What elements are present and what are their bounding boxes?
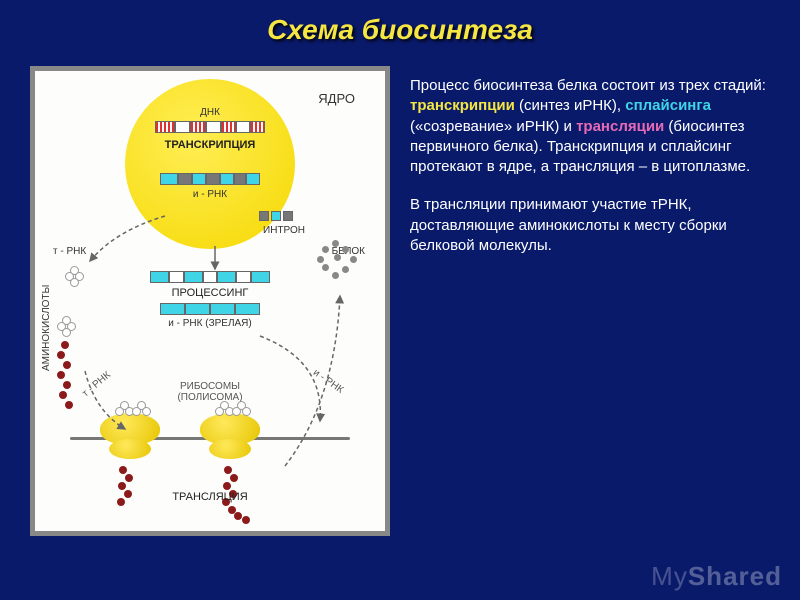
trna-label: т - РНК bbox=[53, 246, 86, 257]
intron-icon bbox=[259, 211, 293, 221]
translation-label: ТРАНСЛЯЦИЯ bbox=[172, 491, 247, 503]
irna-label: и - РНК bbox=[193, 189, 227, 200]
watermark: MyShared bbox=[651, 561, 782, 592]
intron-label: ИНТРОН bbox=[263, 225, 305, 236]
paragraph-1: Процесс биосинтеза белка состоит из трех… bbox=[410, 76, 770, 177]
protein-icon bbox=[312, 236, 367, 286]
biosynthesis-diagram: ЯДРО ДНК ТРАНСКРИПЦИЯ и - РНК ИНТРОН bbox=[30, 66, 390, 536]
dna-label: ДНК bbox=[200, 107, 220, 118]
pre-rna-bar bbox=[160, 173, 260, 185]
mature-irna-label: и - РНК (ЗРЕЛАЯ) bbox=[150, 318, 270, 329]
dna-bar bbox=[155, 121, 265, 133]
amino-acids-label: АМИНОКИСЛОТЫ bbox=[41, 285, 52, 371]
trna-icon bbox=[65, 266, 85, 286]
hl-transcription: транскрипции bbox=[410, 97, 515, 114]
irna-path-label: и - РНК bbox=[311, 367, 345, 396]
ribosome-row bbox=[80, 411, 340, 471]
trna-path-label: т - РНК bbox=[80, 370, 112, 400]
page-title: Схема биосинтеза bbox=[0, 0, 800, 46]
nucleus-label: ЯДРО bbox=[318, 91, 355, 106]
transcription-label: ТРАНСКРИПЦИЯ bbox=[165, 139, 256, 151]
nucleus-circle bbox=[125, 79, 295, 249]
trna-icon bbox=[57, 316, 77, 336]
description-text: Процесс биосинтеза белка состоит из трех… bbox=[410, 66, 770, 536]
ribosomes-label: РИБОСОМЫ (ПОЛИСОМА) bbox=[177, 381, 242, 403]
paragraph-2: В трансляции принимают участие тРНК, дос… bbox=[410, 195, 770, 256]
processing-label: ПРОЦЕССИНГ bbox=[150, 287, 270, 299]
hl-translation: трансляции bbox=[576, 118, 664, 135]
processing-region: ПРОЦЕССИНГ и - РНК (ЗРЕЛАЯ) bbox=[150, 271, 270, 329]
hl-splicing: сплайсинга bbox=[625, 97, 711, 114]
content-row: ЯДРО ДНК ТРАНСКРИПЦИЯ и - РНК ИНТРОН bbox=[0, 46, 800, 536]
